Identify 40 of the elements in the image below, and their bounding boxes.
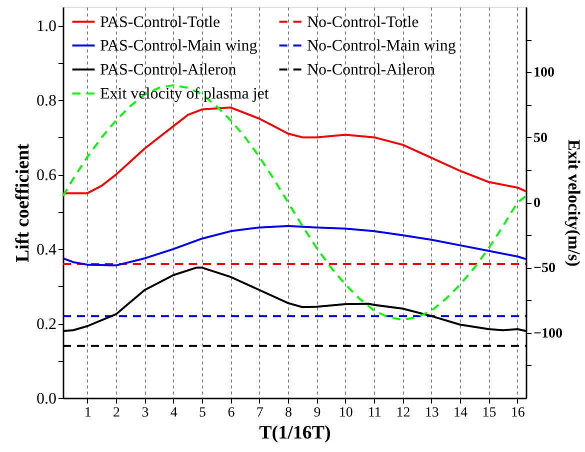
x-tick-label: 14: [454, 406, 468, 420]
y2-tick-label: 0: [534, 196, 540, 211]
legend-label: PAS-Control-Aileron: [100, 62, 236, 78]
x-tick-label: 11: [368, 406, 382, 420]
y-tick-label: 0.6: [36, 167, 56, 184]
x-tick-label: 3: [142, 406, 149, 420]
y2-tick-label: 100: [534, 66, 554, 81]
legend-label: Exit velocity of plasma jet: [100, 86, 270, 102]
x-tick-label: 4: [170, 406, 178, 420]
legend-label: PAS-Control-Totle: [100, 14, 220, 31]
x-tick-label: 12: [396, 406, 410, 420]
y-tick-label: 1.0: [36, 18, 56, 36]
x-tick-label: 16: [510, 406, 525, 420]
x-tick-label: 8: [285, 406, 292, 420]
y2-tick-label: −100: [534, 326, 562, 342]
x-tick-label: 7: [256, 406, 264, 420]
x-tick-label: 2: [113, 406, 120, 420]
y2-tick-label: −50: [534, 261, 556, 276]
x-tick-label: 1: [84, 406, 92, 420]
x-tick-label: 13: [424, 406, 439, 420]
x-tick-label: 15: [482, 406, 496, 420]
y2-axis-title: Exit velocity(m/s): [564, 140, 584, 266]
x-axis-title: T(1/16T): [259, 422, 331, 444]
y-tick-label: 0.4: [36, 242, 56, 259]
x-tick-label: 10: [338, 406, 353, 420]
legend-label: PAS-Control-Main wing: [100, 38, 258, 54]
y-tick-label: 0.2: [36, 316, 56, 334]
legend-label: No-Control-Main wing: [307, 38, 456, 54]
y-axis-title: Lift coefficient: [12, 142, 34, 262]
y-tick-label: 0.0: [36, 390, 56, 408]
x-tick-label: 6: [228, 406, 235, 420]
line-series: [62, 84, 527, 321]
x-tick-label: 9: [314, 406, 321, 420]
y2-tick-label: 50: [534, 130, 548, 146]
x-tick-label: 5: [199, 406, 206, 420]
legend-label: No-Control-Aileron: [307, 62, 435, 78]
line-series: [62, 224, 527, 266]
y-tick-label: 0.8: [36, 92, 56, 110]
legend-label: No-Control-Totle: [307, 14, 419, 31]
line-series: [62, 106, 527, 194]
